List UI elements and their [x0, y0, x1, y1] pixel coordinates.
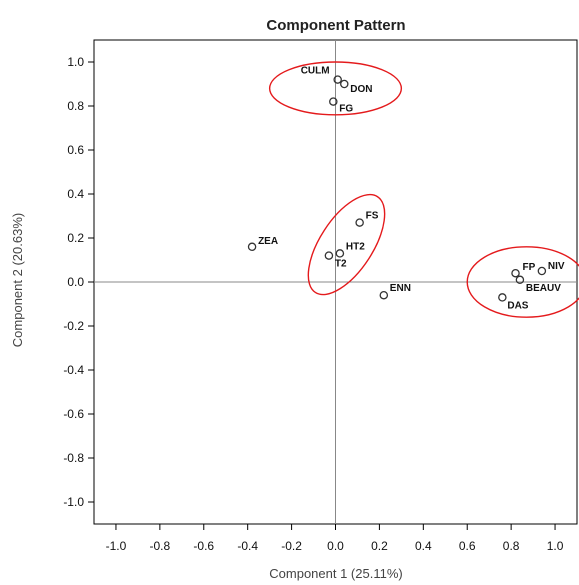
x-tick-label: 0.0 [327, 539, 344, 553]
y-tick-label: 0.6 [67, 143, 84, 157]
data-point-marker [333, 75, 342, 84]
x-tick-label: 0.4 [415, 539, 432, 553]
data-point-label: ZEA [258, 236, 278, 247]
data-point-label: FS [366, 211, 379, 222]
highlight-ellipses [268, 61, 579, 318]
highlight-ellipse [268, 61, 403, 116]
data-point-label: FP [523, 262, 536, 273]
y-tick-label: -0.2 [63, 319, 84, 333]
reference-lines [94, 40, 577, 524]
data-point-marker [335, 249, 345, 258]
data-point-marker [515, 275, 525, 285]
data-point-label: HT2 [346, 241, 365, 252]
x-tick-label: -0.4 [237, 539, 258, 553]
data-point-marker [340, 79, 349, 89]
data-point-label: DAS [507, 300, 528, 311]
data-point-marker [511, 268, 520, 278]
data-point-marker [324, 251, 334, 260]
chart-title: Component Pattern [266, 17, 405, 34]
highlight-ellipse [466, 246, 579, 318]
y-tick-label: 0.8 [67, 99, 84, 113]
data-points: CULM DON FG FS HT2 T2 ZEA ENN FP NIV BEAUV DAS [247, 66, 565, 311]
data-point-label: NIV [548, 261, 565, 272]
data-point-marker [498, 293, 507, 302]
data-point-label: CULM [301, 66, 330, 77]
x-tick-label: 1.0 [547, 539, 564, 553]
data-point-marker [329, 97, 338, 106]
x-tick-label: -0.2 [281, 539, 302, 553]
y-tick-label: 0.0 [67, 275, 84, 289]
data-point-label: ENN [390, 283, 411, 294]
data-point-marker [355, 218, 364, 227]
data-point-marker [379, 290, 389, 300]
data-point-label: BEAUV [526, 283, 561, 294]
axis-ticks: -1.0 -0.8 -0.6 -0.4 -0.2 0.0 0.2 0.4 0.6 0.8 1.0 1.… [63, 55, 563, 553]
x-axis-label: Component 1 (25.11%) [269, 566, 402, 581]
data-point-marker [247, 242, 257, 252]
y-tick-label: 0.4 [67, 187, 84, 201]
x-tick-label: -1.0 [106, 539, 127, 553]
y-tick-label: -0.6 [63, 407, 84, 421]
y-tick-label: -1.0 [63, 495, 84, 509]
x-tick-label: 0.2 [371, 539, 388, 553]
x-tick-label: 0.6 [459, 539, 476, 553]
y-axis-label: Component 2 (20.63%) [10, 213, 25, 347]
x-tick-label: 0.8 [503, 539, 520, 553]
x-tick-label: -0.6 [193, 539, 214, 553]
data-point-label: DON [350, 84, 372, 95]
y-tick-label: 1.0 [67, 55, 84, 69]
highlight-ellipse [307, 193, 386, 296]
data-point-label: FG [339, 104, 353, 115]
y-tick-label: 0.2 [67, 231, 84, 245]
y-tick-label: -0.8 [63, 451, 84, 465]
data-point-marker [537, 266, 547, 276]
x-tick-label: -0.8 [150, 539, 171, 553]
data-point-label: T2 [335, 259, 347, 270]
y-tick-label: -0.4 [63, 363, 84, 377]
